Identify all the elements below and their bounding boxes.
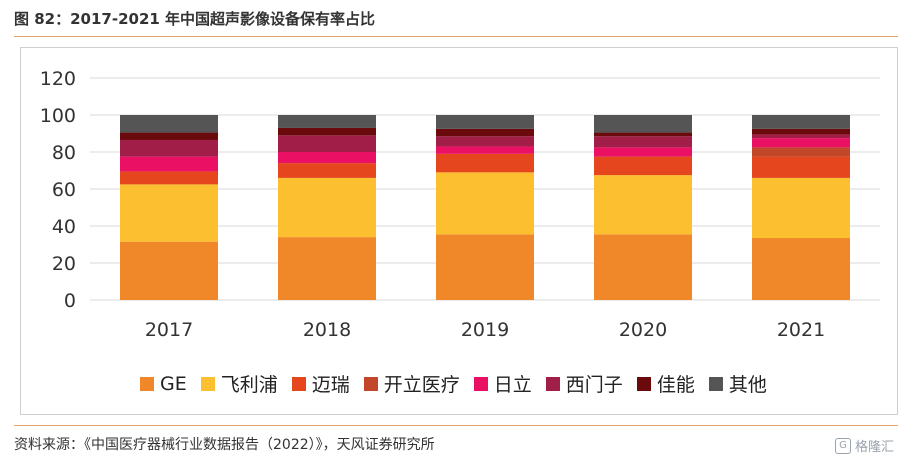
legend-item: 飞利浦 [200, 370, 278, 397]
chart-legend: GE 飞利浦 迈瑞 开立医疗 日立 西门子 佳能 其他 [140, 370, 767, 397]
legend-label: 其他 [728, 374, 767, 396]
legend-swatch [200, 376, 215, 391]
bar-segment [752, 147, 850, 157]
bar-segment [120, 132, 218, 140]
legend-item: 佳能 [636, 370, 695, 397]
bar-segment [594, 156, 692, 176]
bar-segment [278, 237, 376, 300]
legend-swatch [363, 376, 378, 391]
title-divider [14, 36, 898, 37]
legend-swatch [473, 376, 488, 391]
bar-segment [752, 177, 850, 239]
bar-segment [752, 115, 850, 129]
bar-segment [436, 153, 534, 173]
legend-label: 迈瑞 [311, 374, 350, 396]
bar-segment [436, 146, 534, 154]
bar-segment [436, 172, 534, 235]
y-tick-label: 80 [52, 142, 76, 164]
bar-segment [120, 139, 218, 157]
legend-item: 迈瑞 [291, 370, 350, 397]
y-tick-label: 120 [40, 68, 76, 90]
bar-segment [594, 136, 692, 148]
legend-label: 日立 [493, 374, 532, 396]
legend-label: 开立医疗 [383, 374, 460, 396]
x-tick-label: 2017 [145, 319, 193, 341]
bar-segment [278, 127, 376, 136]
y-tick-label: 20 [52, 253, 76, 275]
legend-item: 日立 [473, 370, 532, 397]
x-tick-label: 2019 [461, 319, 509, 341]
bar-segment [594, 147, 692, 157]
chart-frame [20, 47, 898, 415]
legend-item: 其他 [708, 370, 767, 397]
bar-segment [752, 156, 850, 178]
bar-segment [120, 184, 218, 242]
bar-segment [594, 175, 692, 235]
bar-segment [436, 234, 534, 300]
legend-label: 西门子 [565, 374, 623, 396]
bar-segment [594, 234, 692, 300]
legend-swatch [636, 376, 651, 391]
y-tick-label: 100 [40, 105, 76, 127]
bar-segment [752, 134, 850, 139]
legend-swatch [545, 376, 560, 391]
y-tick-label: 60 [52, 179, 76, 201]
legend-swatch [291, 376, 306, 391]
bar-segment [120, 115, 218, 133]
bar-segment [120, 241, 218, 300]
bar-segment [436, 128, 534, 137]
legend-item: GE [140, 373, 187, 395]
bar-segment [278, 163, 376, 178]
legend-label: GE [160, 372, 187, 395]
y-tick-label: 0 [64, 290, 76, 312]
bar-segment [436, 136, 534, 147]
bar-segment [594, 115, 692, 133]
bar-segment [594, 132, 692, 137]
watermark-text: 格隆汇 [854, 440, 894, 455]
legend-item: 开立医疗 [363, 370, 460, 397]
bar-segment [278, 135, 376, 152]
source-note: 资料来源：《中国医疗器械行业数据报告（2022）》，天风证券研究所 [14, 437, 435, 453]
bar-segment [752, 238, 850, 300]
bar-segment [278, 115, 376, 128]
x-tick-label: 2020 [619, 319, 667, 341]
watermark-logo-icon: G [834, 437, 851, 454]
x-tick-label: 2021 [777, 319, 825, 341]
legend-label: 飞利浦 [220, 374, 278, 396]
watermark: G 格隆汇 [834, 436, 894, 455]
bar-segment [752, 138, 850, 148]
legend-swatch [140, 376, 154, 391]
legend-label: 佳能 [656, 374, 695, 396]
legend-item: 西门子 [545, 370, 623, 397]
bar-segment [278, 152, 376, 164]
footer-divider [14, 425, 898, 426]
bar-segment [436, 115, 534, 129]
legend-swatch [708, 376, 723, 391]
x-tick-label: 2018 [303, 319, 351, 341]
bar-segment [120, 156, 218, 172]
y-tick-label: 40 [52, 216, 76, 238]
bar-segment [120, 171, 218, 185]
chart-title: 图 82：2017-2021 年中国超声影像设备保有率占比 [14, 10, 376, 28]
bar-segment [752, 128, 850, 135]
bar-segment [278, 177, 376, 238]
